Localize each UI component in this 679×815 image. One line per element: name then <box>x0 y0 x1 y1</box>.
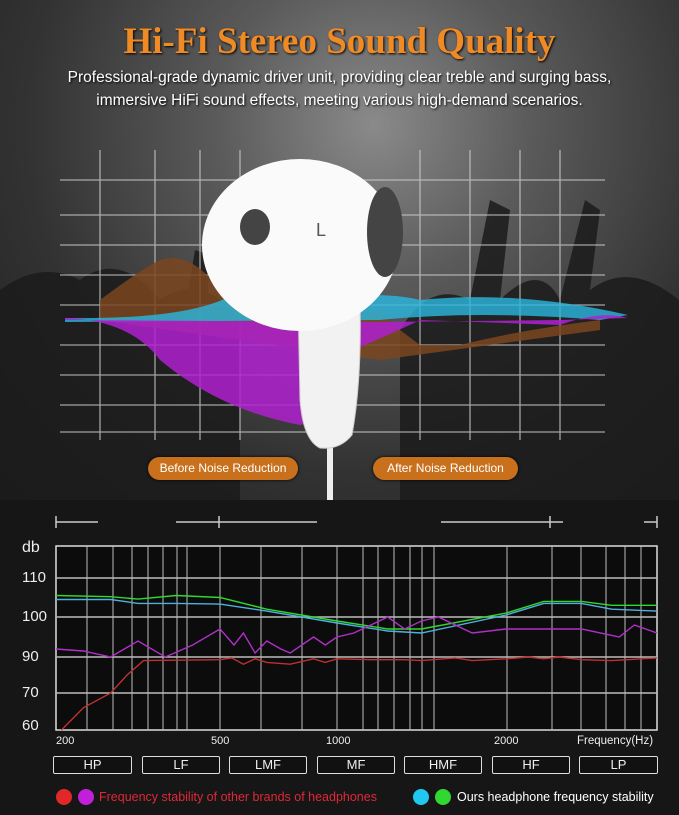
subtitle-line-2: immersive HiFi sound effects, meeting va… <box>96 92 583 109</box>
legend-ours: Ours headphone frequency stability <box>457 790 654 804</box>
band-lp: LP <box>579 756 658 774</box>
series-line-3 <box>61 656 658 731</box>
band-lf: LF <box>142 756 220 774</box>
legend-other-brands: Frequency stability of other brands of h… <box>99 790 377 804</box>
band-hf: HF <box>492 756 570 774</box>
purple-wave <box>65 315 628 425</box>
y-tick-110: 110 <box>22 569 46 586</box>
series-line-1 <box>56 598 658 634</box>
y-tick-60: 60 <box>22 717 39 734</box>
series-line-2 <box>55 616 658 658</box>
subtitle-line-1: Professional-grade dynamic driver unit, … <box>67 69 612 86</box>
hero-section: L Hi-Fi Stereo Sound Quality Professiona… <box>0 0 679 500</box>
band-lmf: LMF <box>229 756 307 774</box>
legend-green-dot <box>435 789 451 805</box>
legend-red-dot <box>56 789 72 805</box>
band-mf: MF <box>317 756 395 774</box>
page-title: Hi-Fi Stereo Sound Quality <box>123 21 556 62</box>
x-axis-label: Frequency(Hz) <box>577 735 654 747</box>
band-hmf: HMF <box>404 756 482 774</box>
earbud-image <box>202 159 403 500</box>
y-tick-70: 70 <box>22 684 39 701</box>
legend-cyan-dot <box>413 789 429 805</box>
after-noise-reduction-badge: After Noise Reduction <box>373 457 518 480</box>
x-tick-200: 200 <box>56 735 75 747</box>
before-noise-reduction-badge: Before Noise Reduction <box>148 457 298 480</box>
x-tick-1000: 1000 <box>326 735 351 747</box>
y-axis-label: db <box>22 539 40 556</box>
plot-area <box>55 545 658 731</box>
x-tick-2000: 2000 <box>494 735 519 747</box>
earbud-side-label: L <box>316 220 326 240</box>
hero-illustration: L <box>60 150 628 500</box>
y-tick-90: 90 <box>22 648 39 665</box>
series-line-0 <box>55 594 657 630</box>
legend-purple-dot <box>78 789 94 805</box>
band-hp: HP <box>53 756 132 774</box>
x-tick-500: 500 <box>211 735 230 747</box>
y-tick-100: 100 <box>22 608 48 625</box>
